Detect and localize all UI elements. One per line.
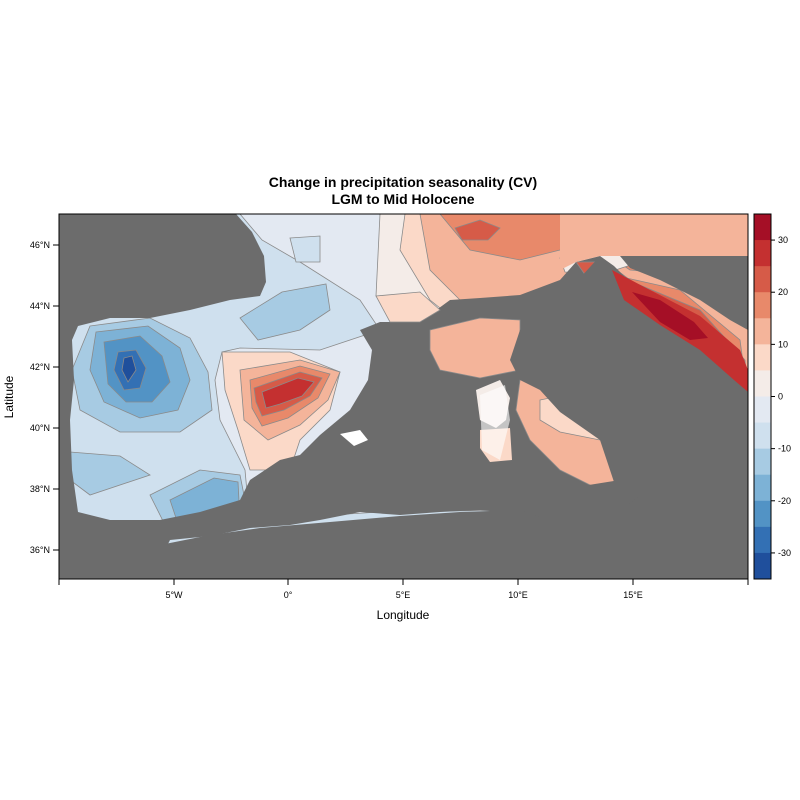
x-tick-label: 5°E (396, 590, 411, 600)
land-north-africa (140, 510, 548, 579)
y-tick-label: 44°N (30, 301, 50, 311)
x-tick-label: 5°W (165, 590, 183, 600)
colorbar-label: -10 (778, 444, 791, 454)
colorbar-swatch (754, 370, 771, 397)
contour-band (454, 219, 501, 241)
colorbar-label: 30 (778, 235, 788, 245)
land-iberia (59, 340, 74, 470)
y-tick-label: 38°N (30, 484, 50, 494)
contour-band (239, 283, 331, 341)
y-tick-label: 36°N (30, 545, 50, 555)
land-italy (510, 256, 748, 500)
colorbar-swatch (754, 240, 771, 267)
gulf-of-lion (375, 291, 441, 323)
map-panel (59, 214, 748, 579)
x-axis: 5°W 0° 5°E 10°E 15°E (58, 579, 749, 600)
x-tick-label: 15°E (623, 590, 643, 600)
land-france-west (59, 214, 266, 340)
colorbar-swatch (754, 266, 771, 293)
y-tick-label: 42°N (30, 362, 50, 372)
y-tick-label: 40°N (30, 423, 50, 433)
land-north-italy (560, 214, 748, 270)
colorbar-swatch (754, 526, 771, 554)
y-axis-label: Latitude (2, 375, 16, 418)
x-axis-label: Longitude (377, 608, 430, 622)
contour-band (121, 355, 137, 383)
chart-subtitle: LGM to Mid Holocene (331, 191, 475, 207)
colorbar-label: -20 (778, 496, 791, 506)
colorbar: 30 20 10 0 -10 -20 -30 (753, 213, 791, 580)
y-tick-label: 46°N (30, 240, 50, 250)
colorbar-swatch (754, 422, 771, 450)
contour-band (289, 235, 321, 263)
colorbar-label: 0 (778, 392, 783, 402)
colorbar-label: 20 (778, 287, 788, 297)
colorbar-label: -30 (778, 548, 791, 558)
x-tick-label: 10°E (508, 590, 528, 600)
colorbar-swatch (754, 214, 771, 241)
chart-title: Change in precipitation seasonality (CV) (268, 174, 538, 190)
colorbar-swatch (754, 448, 771, 476)
colorbar-swatch (754, 344, 771, 371)
adriatic-peak (632, 292, 708, 340)
colorbar-label: 10 (778, 339, 788, 349)
land-white-mask (480, 385, 510, 460)
colorbar-swatch (754, 552, 771, 580)
contour-band (261, 377, 315, 409)
colorbar-swatch (754, 396, 771, 424)
colorbar-swatch (754, 500, 771, 528)
land-sicily (570, 480, 640, 510)
colorbar-swatch (754, 292, 771, 319)
land-balkans (620, 256, 748, 330)
ligurian-sea (429, 317, 521, 379)
colorbar-swatch (754, 318, 771, 345)
x-tick-label: 0° (284, 590, 293, 600)
colorbar-swatch (754, 474, 771, 502)
land-balearic (340, 430, 368, 446)
y-axis: 46°N 44°N 42°N 40°N 38°N 36°N (30, 240, 59, 555)
